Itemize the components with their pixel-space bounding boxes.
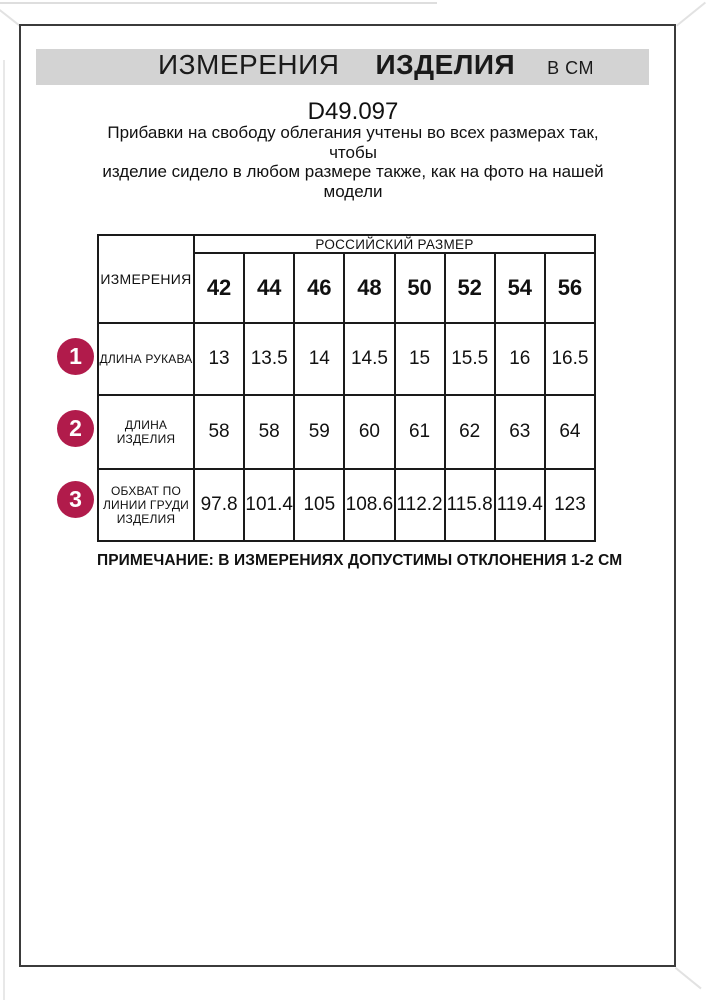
measurement-value-cell: 123	[543, 468, 597, 542]
size-column-header: 56	[543, 252, 597, 324]
size-column-header: 54	[493, 252, 546, 324]
size-column-header: 48	[343, 252, 396, 324]
header-title-product: ИЗДЕЛИЯ	[375, 49, 516, 80]
size-column-header: 42	[192, 252, 246, 324]
measurement-value-cell: 112.2	[393, 468, 446, 542]
measurement-value-cell: 14	[293, 322, 346, 396]
row-label: ОБХВАТ ПО ЛИНИИ ГРУДИ ИЗДЕЛИЯ	[97, 468, 195, 542]
measurement-value-cell: 15.5	[443, 322, 496, 396]
table-row-region: ИЗМЕРЕНИЯ РОССИЙСКИЙ РАЗМЕР	[97, 234, 596, 324]
measurement-value-cell: 61	[393, 394, 446, 470]
measurement-value-cell: 63	[493, 394, 546, 470]
badge-number: 1	[69, 343, 82, 369]
row-number-badge-3: 3	[57, 481, 94, 518]
size-column-header: 46	[293, 252, 346, 324]
measurement-value-cell: 64	[543, 394, 597, 470]
badge-number: 3	[69, 486, 82, 512]
scan-artifact-line	[0, 2, 437, 4]
measurement-value-cell: 13.5	[243, 322, 296, 396]
product-description: Прибавки на свободу облегания учтены во …	[102, 123, 604, 201]
page-border-frame	[19, 24, 676, 967]
header-unit-label: В СМ	[547, 58, 594, 78]
measurement-value-cell: 15	[393, 322, 446, 396]
measurement-value-cell: 119.4	[493, 468, 546, 542]
measurement-value-cell: 62	[443, 394, 496, 470]
table-row-sizes: 42 44 46 48 50 52 54 56	[98, 252, 597, 324]
measurement-value-cell: 58	[192, 394, 246, 470]
measurement-value-cell: 14.5	[343, 322, 396, 396]
corner-fold-line	[676, 1, 707, 27]
measurement-value-cell: 60	[343, 394, 396, 470]
measurement-value-cell: 115.8	[443, 468, 496, 542]
header-bar: ИЗМЕРЕНИЯ ИЗДЕЛИЯ В СМ	[36, 49, 649, 85]
table-corner-header: ИЗМЕРЕНИЯ	[97, 234, 195, 324]
size-table: ИЗМЕРЕНИЯ РОССИЙСКИЙ РАЗМЕР 42 44 46 48 …	[97, 234, 597, 542]
corner-fold-line	[674, 967, 702, 990]
table-region-header: РОССИЙСКИЙ РАЗМЕР	[193, 234, 596, 254]
table-row-chest-girth: ОБХВАТ ПО ЛИНИИ ГРУДИ ИЗДЕЛИЯ 97.8 101.4…	[97, 468, 597, 542]
product-code: D49.097	[307, 98, 399, 125]
size-column-header: 50	[393, 252, 446, 324]
badge-number: 2	[69, 415, 82, 441]
size-column-header: 52	[443, 252, 496, 324]
row-label: ДЛИНА РУКАВА	[97, 322, 195, 396]
table-row-item-length: ДЛИНА ИЗДЕЛИЯ 58 58 59 60 61 62 63 64	[97, 394, 597, 470]
page-edge-line	[3, 60, 5, 1000]
row-number-badge-1: 1	[57, 338, 94, 375]
measurement-value-cell: 105	[293, 468, 346, 542]
row-number-badge-2: 2	[57, 410, 94, 447]
measurement-value-cell: 101.4	[243, 468, 296, 542]
row-label: ДЛИНА ИЗДЕЛИЯ	[97, 394, 195, 470]
size-column-header: 44	[243, 252, 296, 324]
measurement-value-cell: 97.8	[192, 468, 246, 542]
measurement-value-cell: 16.5	[543, 322, 597, 396]
measurement-value-cell: 13	[192, 322, 246, 396]
measurement-value-cell: 16	[493, 322, 546, 396]
table-row-sleeve-length: ДЛИНА РУКАВА 13 13.5 14 14.5 15 15.5 16 …	[97, 322, 597, 396]
tolerance-note: ПРИМЕЧАНИЕ: В ИЗМЕРЕНИЯХ ДОПУСТИМЫ ОТКЛО…	[97, 552, 623, 569]
measurement-value-cell: 108.6	[343, 468, 396, 542]
measurement-value-cell: 59	[293, 394, 346, 470]
measurement-value-cell: 58	[243, 394, 296, 470]
header-title-measurements: ИЗМЕРЕНИЯ	[158, 49, 340, 80]
